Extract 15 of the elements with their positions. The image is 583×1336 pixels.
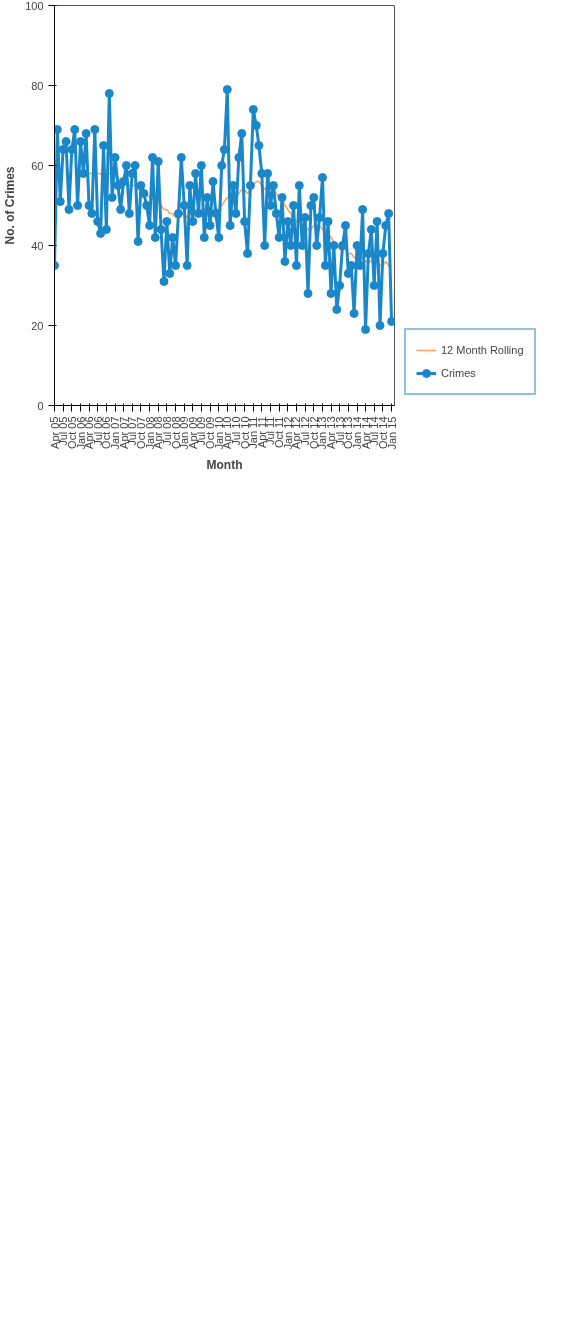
- y-tick-label: 80: [31, 79, 44, 92]
- y-tick-label: 20: [31, 319, 44, 332]
- x-tick-label: Jan 11: [247, 416, 260, 449]
- x-axis-title: Month: [206, 457, 243, 472]
- y-axis-title: No. of Crimes: [3, 166, 18, 245]
- y-tick-label: 100: [25, 0, 44, 12]
- x-tick-label: Jan 09: [178, 416, 191, 450]
- y-tick-label: 0: [37, 399, 44, 412]
- y-tick-label: 60: [31, 159, 44, 172]
- legend-label: Crimes: [441, 367, 476, 379]
- x-tick-label: Jan 13: [316, 416, 329, 450]
- x-tick-label: Oct 11: [273, 416, 286, 449]
- x-tick-label: Oct 09: [204, 416, 217, 449]
- y-tick-label: 40: [31, 239, 44, 252]
- legend-label: 12 Month Rolling: [441, 344, 524, 356]
